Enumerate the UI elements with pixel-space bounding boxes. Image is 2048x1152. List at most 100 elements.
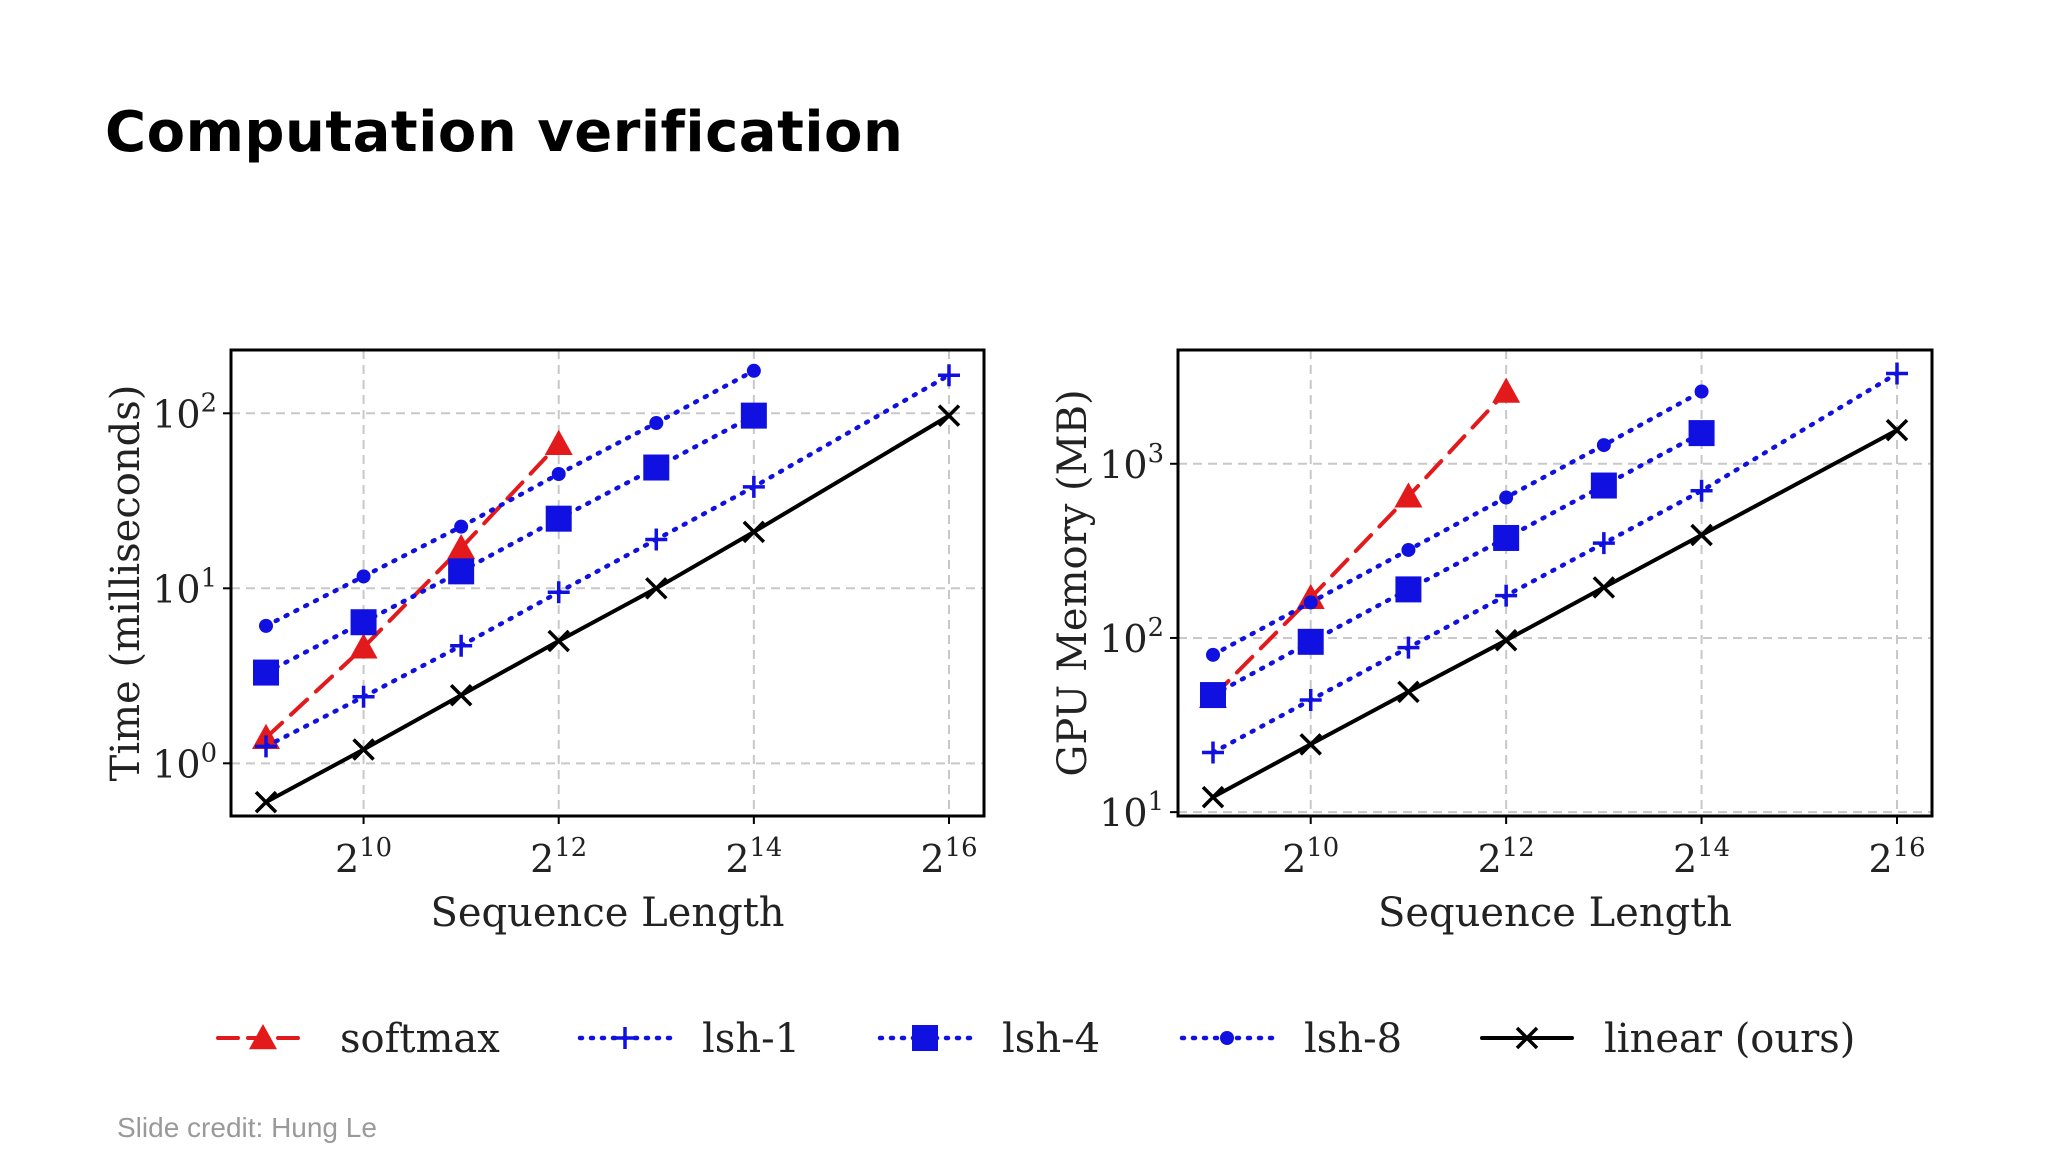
y-axis-label: GPU Memory (MB) — [1050, 389, 1096, 776]
data-point-linear — [1690, 523, 1713, 547]
data-point-lsh4 — [1297, 628, 1324, 655]
x-tick-label: 214 — [1673, 833, 1730, 881]
data-point-lsh1 — [1202, 741, 1224, 764]
data-point-lsh4 — [350, 609, 377, 636]
legend-marker-lsh1 — [614, 1027, 636, 1049]
slide-title: Computation verification — [105, 100, 904, 165]
slide-credit: Slide credit: Hung Le — [117, 1112, 377, 1143]
data-point-lsh4 — [253, 659, 279, 686]
data-point-lsh8 — [1401, 542, 1416, 557]
data-point-lsh1 — [1299, 689, 1322, 712]
data-point-lsh4 — [448, 558, 475, 585]
series-line-softmax — [1211, 389, 1509, 699]
x-tick-label: 210 — [335, 833, 392, 881]
data-point-linear — [254, 790, 278, 814]
legend-marker-linear — [1515, 1026, 1539, 1050]
y-tick-label: 100 — [152, 738, 217, 786]
data-point-lsh1 — [1495, 584, 1518, 607]
data-point-lsh8 — [649, 416, 664, 431]
data-point-linear — [1201, 785, 1225, 809]
data-point-softmax — [447, 533, 476, 560]
data-point-linear — [937, 404, 961, 427]
series-line-softmax — [264, 441, 561, 740]
x-tick-label: 212 — [530, 833, 587, 881]
data-point-lsh8 — [1499, 490, 1514, 505]
data-point-softmax — [1492, 377, 1521, 403]
y-axis-label: Time (milliseconds) — [103, 385, 149, 782]
series-line-lsh4 — [263, 413, 757, 675]
data-point-linear — [449, 683, 473, 707]
data-point-lsh1 — [1690, 479, 1713, 502]
data-point-lsh8 — [1206, 647, 1220, 662]
data-point-lsh1 — [255, 735, 277, 758]
data-point-lsh4 — [1590, 472, 1617, 499]
data-point-linear — [352, 738, 375, 761]
data-point-linear — [1592, 576, 1616, 599]
x-axis-label: Sequence Length — [430, 890, 784, 936]
data-point-linear — [1397, 680, 1420, 704]
series-line-lsh4 — [1210, 430, 1704, 698]
memory-chart: 210 212 214 216 101 102 103 Sequence Length GPU … — [1050, 348, 1934, 936]
data-point-lsh4 — [1688, 420, 1715, 447]
data-point-lsh4 — [545, 505, 572, 532]
data-point-lsh1 — [352, 685, 375, 708]
data-point-lsh4 — [1200, 682, 1226, 709]
data-point-lsh8 — [454, 519, 469, 534]
data-point-lsh8 — [356, 569, 371, 584]
series-line-linear — [1211, 428, 1899, 800]
y-tick-label: 102 — [1099, 613, 1164, 661]
legend: softmax lsh-1 lsh-4 lsh-8 linear (ours) — [216, 1016, 1855, 1062]
data-point-linear — [547, 629, 570, 653]
x-tick-label: 214 — [725, 833, 782, 881]
data-point-linear — [1494, 629, 1518, 652]
data-point-linear — [1299, 733, 1322, 756]
data-point-lsh1 — [645, 528, 668, 551]
data-point-lsh1 — [1886, 362, 1908, 385]
data-point-lsh8 — [1303, 595, 1318, 610]
legend-label-lsh1: lsh-1 — [702, 1016, 800, 1062]
x-tick-label: 212 — [1478, 833, 1535, 881]
data-point-lsh4 — [1395, 576, 1422, 603]
data-point-softmax — [349, 633, 378, 659]
y-tick-label: 103 — [1099, 439, 1164, 487]
legend-label-lsh4: lsh-4 — [1002, 1016, 1100, 1062]
data-point-lsh8 — [259, 618, 273, 633]
data-point-lsh8 — [1596, 438, 1611, 453]
data-point-lsh4 — [1493, 524, 1520, 551]
data-point-softmax — [544, 429, 573, 455]
y-tick-label: 101 — [152, 563, 217, 611]
legend-marker-softmax — [249, 1024, 277, 1050]
data-point-lsh4 — [740, 402, 767, 429]
y-tick-label: 102 — [152, 388, 217, 436]
data-point-lsh8 — [551, 466, 566, 481]
y-tick-label: 101 — [1099, 787, 1164, 835]
legend-label-lsh8: lsh-8 — [1304, 1016, 1402, 1062]
series-line-lsh8 — [1210, 389, 1704, 658]
time-chart: 210 212 214 216 100 101 102 Sequence Length Time… — [103, 348, 986, 936]
data-point-linear — [742, 520, 766, 544]
series-line-lsh1 — [263, 372, 952, 749]
data-point-linear — [645, 577, 668, 600]
x-tick-label: 216 — [1868, 833, 1925, 881]
data-point-lsh1 — [450, 634, 473, 657]
series-line-lsh1 — [1210, 371, 1900, 755]
legend-marker-lsh4 — [912, 1025, 938, 1051]
x-tick-label: 210 — [1282, 833, 1339, 881]
data-point-lsh1 — [1592, 532, 1615, 555]
data-point-lsh1 — [1397, 636, 1420, 659]
data-point-lsh8 — [746, 363, 761, 378]
data-point-softmax — [1394, 482, 1423, 508]
data-point-lsh1 — [938, 364, 960, 387]
plot-frame — [1176, 348, 1934, 818]
legend-label-softmax: softmax — [340, 1016, 500, 1062]
series-line-lsh8 — [263, 368, 757, 629]
data-point-linear — [1885, 418, 1909, 442]
plot-frame — [229, 348, 986, 818]
data-point-lsh1 — [742, 475, 765, 498]
data-point-lsh8 — [1694, 384, 1709, 399]
data-point-lsh4 — [643, 454, 670, 481]
x-tick-label: 216 — [920, 833, 977, 881]
x-axis-label: Sequence Length — [1378, 890, 1732, 936]
legend-marker-lsh8 — [1220, 1031, 1234, 1045]
